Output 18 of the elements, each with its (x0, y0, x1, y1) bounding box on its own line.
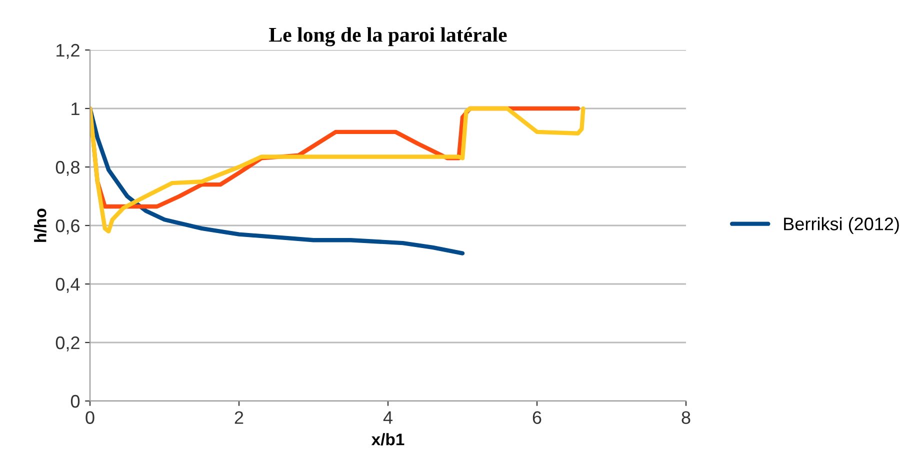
x-tick-label: 2 (234, 411, 244, 424)
x-tick-label: 6 (532, 411, 542, 424)
y-axis-title: h/ho (34, 208, 46, 242)
legend-label: Berriksi (2012) (784, 217, 899, 234)
x-tick-label: 8 (682, 411, 690, 424)
x-tick-label: 4 (383, 411, 392, 424)
x-axis-title: x/b1 (371, 433, 404, 446)
y-tick-label: 1 (72, 102, 80, 116)
y-tick-label: 0,2 (56, 336, 80, 352)
x-tick-label: 0 (86, 411, 94, 424)
y-tick-label: 0 (70, 394, 80, 408)
y-tick-label: 0,4 (56, 278, 80, 293)
y-tick-label: 0,8 (56, 160, 80, 176)
line-series (90, 106, 586, 234)
y-tick-label: 0,6 (56, 219, 80, 234)
y-tick-label: 1,2 (56, 44, 80, 59)
chart-title: Le long de la paroi latérale (269, 27, 507, 46)
line-series (90, 106, 465, 256)
